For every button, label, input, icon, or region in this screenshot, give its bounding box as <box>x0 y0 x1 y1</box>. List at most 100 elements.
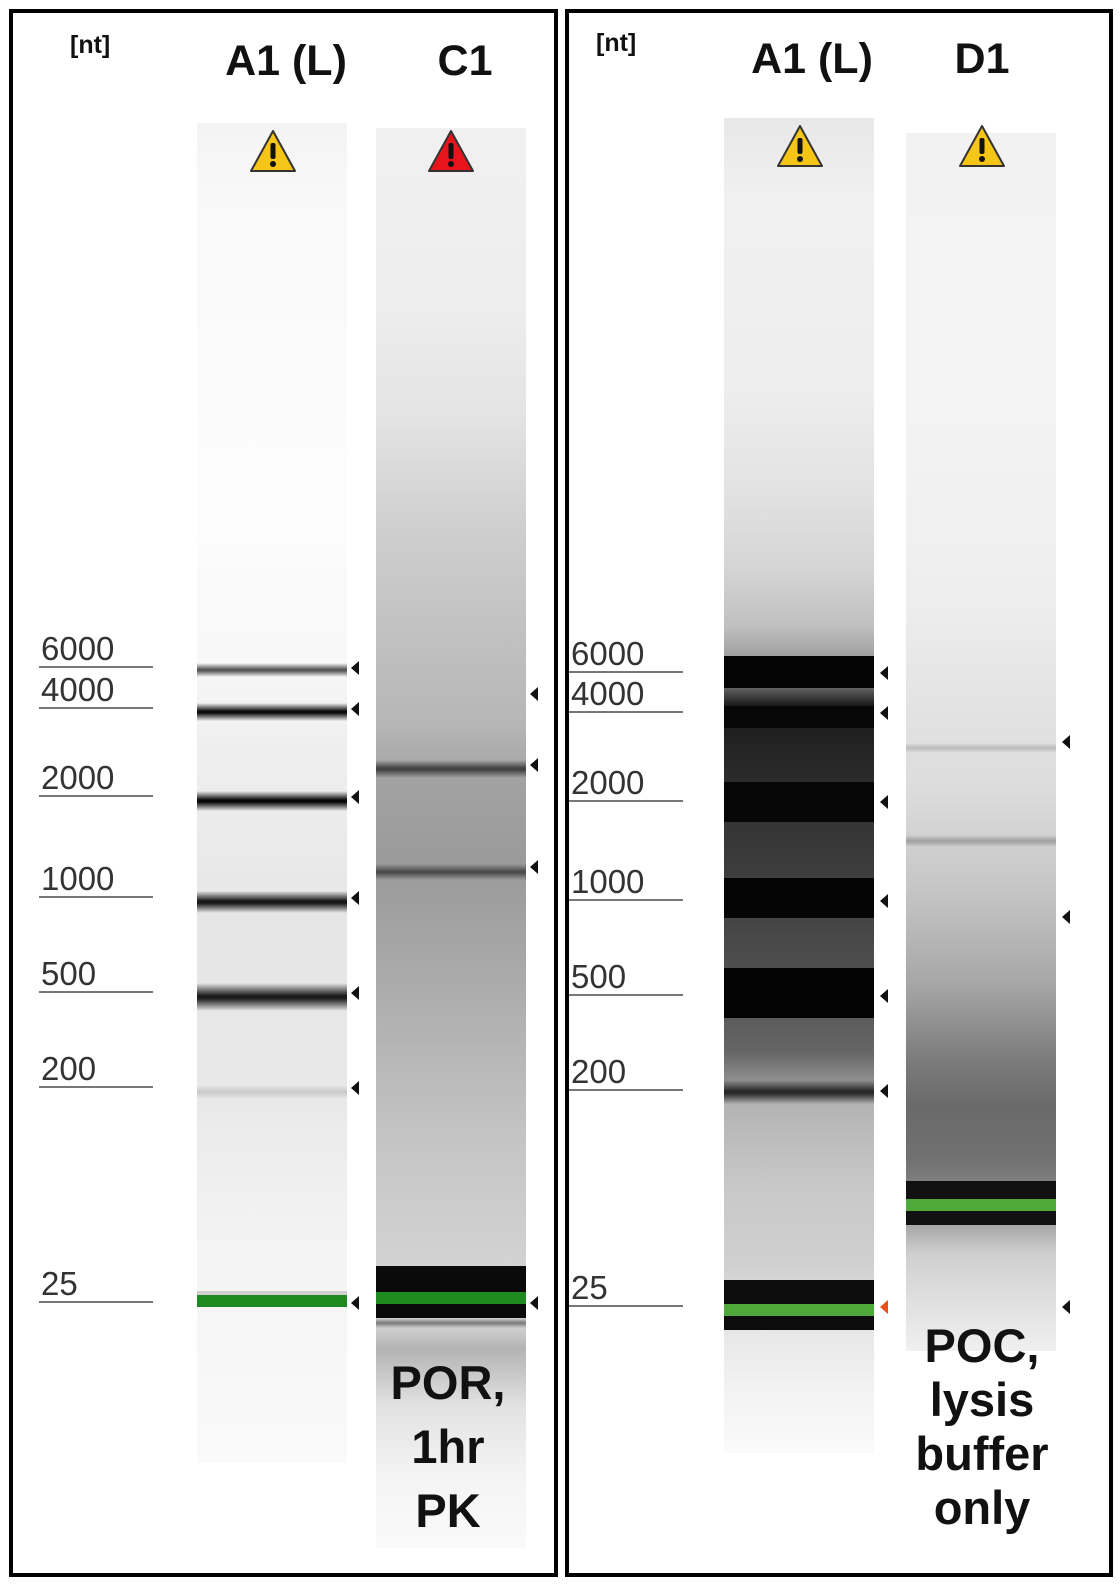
gel-band <box>197 663 347 677</box>
peak-marker-arrow <box>880 1300 888 1314</box>
size-marker-label: 6000 <box>41 630 115 667</box>
gel-band <box>376 1318 526 1328</box>
gel-band <box>376 1292 526 1304</box>
size-marker-line <box>39 666 153 668</box>
peak-marker-arrow <box>880 894 888 908</box>
ladder-lane-title: A1 (L) <box>751 35 873 83</box>
caption-line: POC, <box>924 1319 1040 1372</box>
size-marker-label: 4000 <box>571 675 645 712</box>
size-marker-line <box>569 1089 683 1091</box>
sample-lane <box>376 128 526 1548</box>
size-marker-line <box>569 671 683 673</box>
gel-band <box>906 1181 1056 1199</box>
gel-band <box>724 1316 874 1330</box>
unit-label: [nt] <box>596 29 637 57</box>
warning-triangle-icon <box>777 125 823 167</box>
size-marker-line <box>569 994 683 996</box>
unit-label: [nt] <box>70 31 111 59</box>
size-marker-line <box>569 899 683 901</box>
gel-band <box>724 1080 874 1104</box>
size-marker-line <box>569 711 683 713</box>
caption-line: PK <box>415 1483 481 1537</box>
gel-band <box>376 1266 526 1292</box>
gel-band <box>724 782 874 822</box>
size-marker-label: 500 <box>571 958 627 995</box>
size-marker-label: 200 <box>571 1053 627 1090</box>
gel-band <box>376 760 526 778</box>
size-marker-line <box>39 991 153 993</box>
caption-line: buffer <box>915 1427 1049 1481</box>
size-marker-label: 25 <box>571 1269 608 1306</box>
gel-band <box>724 878 874 918</box>
gel-band <box>724 706 874 728</box>
size-marker-label: 500 <box>41 955 97 992</box>
peak-marker-arrow <box>1062 1300 1070 1314</box>
ladder-lane-title: A1 (L) <box>225 37 347 85</box>
gel-band <box>376 1304 526 1318</box>
gel-band <box>906 1199 1056 1211</box>
sample-lane-title: D1 <box>954 35 1010 83</box>
gel-band <box>724 1304 874 1316</box>
warning-triangle-icon <box>250 130 296 172</box>
size-marker-label: 200 <box>41 1050 97 1087</box>
peak-marker-arrow <box>1062 735 1070 749</box>
size-marker-label: 1000 <box>571 863 645 900</box>
size-marker-label: 2000 <box>571 764 645 801</box>
gel-band <box>197 791 347 811</box>
peak-marker-arrow <box>530 687 538 701</box>
peak-marker-arrow <box>351 891 359 905</box>
size-marker-label: 4000 <box>41 671 115 708</box>
size-marker-line <box>39 707 153 709</box>
ladder-lane <box>197 123 347 1463</box>
gel-band <box>197 983 347 1011</box>
gel-band <box>197 891 347 913</box>
peak-marker-arrow <box>530 860 538 874</box>
peak-marker-arrow <box>351 702 359 716</box>
ladder-lane <box>724 118 874 1453</box>
sample-caption: POR, 1hr PK <box>348 1351 548 1543</box>
sample-lane <box>906 133 1056 1351</box>
gel-band <box>724 968 874 1018</box>
size-marker-label: 6000 <box>571 635 645 672</box>
peak-marker-arrow <box>530 758 538 772</box>
size-marker-label: 2000 <box>41 759 115 796</box>
gel-band <box>376 864 526 880</box>
size-marker-line <box>39 1086 153 1088</box>
gel-band <box>724 656 874 688</box>
right-gel-panel: [nt] A1 (L) D1 6000 4000 2000 1000 500 200 25 … <box>565 9 1113 1577</box>
size-marker-line <box>569 1305 683 1307</box>
size-marker-line <box>39 896 153 898</box>
peak-marker-arrow <box>351 986 359 1000</box>
warning-triangle-icon <box>959 125 1005 167</box>
size-marker-line <box>39 795 153 797</box>
peak-marker-arrow <box>351 1081 359 1095</box>
peak-marker-arrow <box>351 661 359 675</box>
peak-marker-arrow <box>351 1296 359 1310</box>
size-marker-label: 25 <box>41 1265 78 1302</box>
peak-marker-arrow <box>880 706 888 720</box>
gel-band <box>906 1211 1056 1225</box>
size-marker-label: 1000 <box>41 860 115 897</box>
peak-marker-arrow <box>880 666 888 680</box>
sample-lane-title: C1 <box>437 37 493 85</box>
peak-marker-arrow <box>1062 910 1070 924</box>
size-marker-line <box>569 800 683 802</box>
gel-band <box>197 1291 347 1295</box>
caption-line: POR, <box>390 1356 506 1409</box>
gel-band <box>197 703 347 721</box>
gel-band <box>906 743 1056 753</box>
peak-marker-arrow <box>530 1296 538 1310</box>
gel-band <box>197 1085 347 1099</box>
gel-band <box>724 1280 874 1304</box>
peak-marker-arrow <box>880 1084 888 1098</box>
peak-marker-arrow <box>880 795 888 809</box>
left-gel-panel: [nt] A1 (L) C1 6000 4000 2000 1000 500 200 25 … <box>9 9 558 1577</box>
caption-line: 1hr <box>411 1419 485 1473</box>
gel-band <box>906 835 1056 847</box>
error-triangle-icon <box>428 130 474 172</box>
peak-marker-arrow <box>880 989 888 1003</box>
caption-line: only <box>933 1481 1031 1535</box>
size-marker-line <box>39 1301 153 1303</box>
caption-line: lysis <box>929 1373 1035 1427</box>
sample-caption: POC, lysis buffer only <box>882 1319 1082 1535</box>
